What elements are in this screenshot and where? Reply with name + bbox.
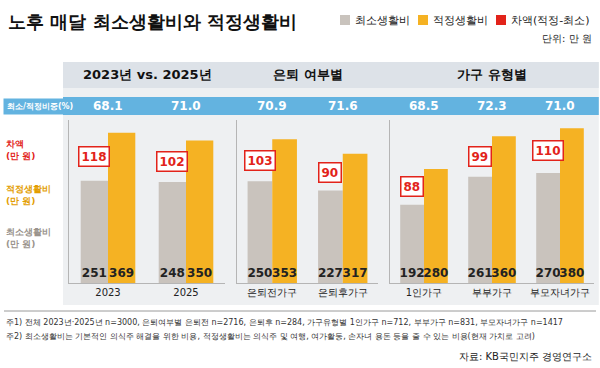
svg-text:주1) 전체 2023년·2025년 n=3000, 은퇴여: 주1) 전체 2023년·2025년 n=3000, 은퇴여부별 은퇴전 n=2… [6, 318, 563, 327]
svg-text:최소/적정비중(%): 최소/적정비중(%) [7, 102, 73, 111]
svg-text:71.6: 71.6 [328, 99, 358, 113]
svg-text:주2) 최소생활비는 기본적인 의식주 해결을 위한 비용,: 주2) 최소생활비는 기본적인 의식주 해결을 위한 비용, 적정생활비는 의식… [6, 332, 535, 341]
svg-text:118: 118 [82, 150, 107, 164]
svg-text:차액(적정-최소): 차액(적정-최소) [511, 14, 590, 27]
svg-text:최소생활비(만 원): 최소생활비(만 원) [6, 227, 51, 249]
svg-text:2023년 vs. 2025년: 2023년 vs. 2025년 [83, 67, 212, 82]
svg-text:최소생활비: 최소생활비 [355, 14, 410, 27]
svg-text:261: 261 [468, 266, 493, 280]
svg-text:2025: 2025 [173, 287, 198, 298]
svg-text:90: 90 [322, 166, 339, 180]
svg-text:248: 248 [160, 266, 185, 280]
svg-text:227: 227 [318, 266, 343, 280]
svg-text:부부가구: 부부가구 [472, 287, 512, 298]
svg-text:99: 99 [472, 150, 489, 164]
svg-text:은퇴후가구: 은퇴후가구 [318, 287, 368, 298]
svg-text:은퇴전가구: 은퇴전가구 [247, 287, 297, 298]
svg-text:72.3: 72.3 [477, 99, 507, 113]
svg-text:380: 380 [559, 266, 584, 280]
svg-text:68.5: 68.5 [409, 99, 439, 113]
svg-text:68.1: 68.1 [93, 99, 123, 113]
svg-text:2023: 2023 [95, 287, 120, 298]
svg-text:적정생활비: 적정생활비 [433, 14, 488, 27]
svg-text:280: 280 [423, 266, 448, 280]
svg-text:317: 317 [343, 266, 368, 280]
svg-text:71.0: 71.0 [545, 99, 575, 113]
svg-text:노후 매달 최소생활비와 적정생활비: 노후 매달 최소생활비와 적정생활비 [8, 11, 297, 32]
svg-text:270: 270 [536, 266, 561, 280]
svg-text:353: 353 [272, 266, 297, 280]
svg-text:350: 350 [187, 266, 212, 280]
svg-text:360: 360 [491, 266, 516, 280]
svg-text:192: 192 [400, 266, 425, 280]
svg-text:단위: 만 원: 단위: 만 원 [542, 33, 592, 44]
svg-text:103: 103 [248, 154, 273, 168]
svg-text:250: 250 [247, 266, 272, 280]
svg-text:은퇴 여부별: 은퇴 여부별 [273, 67, 343, 82]
svg-text:369: 369 [109, 266, 134, 280]
svg-text:110: 110 [536, 144, 561, 158]
svg-text:71.0: 71.0 [171, 99, 201, 113]
svg-text:차액(만 원): 차액(만 원) [6, 139, 35, 161]
svg-text:251: 251 [82, 266, 107, 280]
svg-text:88: 88 [404, 180, 421, 194]
svg-text:부모자녀가구: 부모자녀가구 [530, 287, 590, 298]
svg-text:70.9: 70.9 [257, 99, 287, 113]
svg-text:적정생활비(만 원): 적정생활비(만 원) [6, 184, 51, 206]
svg-text:102: 102 [160, 155, 185, 169]
svg-text:자료: KB국민지주 경영연구소: 자료: KB국민지주 경영연구소 [459, 351, 592, 362]
svg-text:1인가구: 1인가구 [406, 287, 442, 298]
svg-text:가구 유형별: 가구 유형별 [457, 67, 527, 82]
